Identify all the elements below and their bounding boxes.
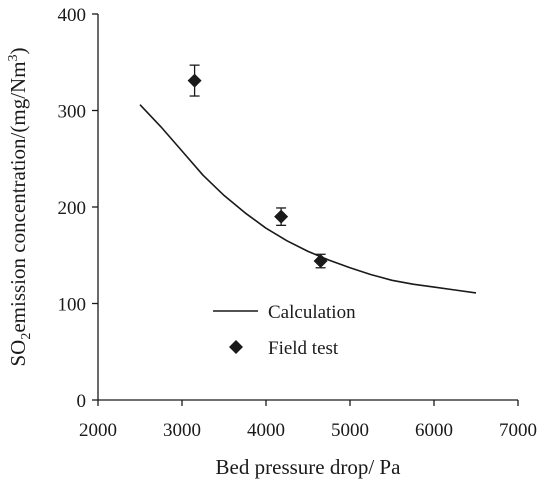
x-ticks: 2000 3000 4000 5000 6000 7000 (79, 400, 537, 441)
diamond-marker (313, 254, 328, 269)
x-tick-label: 4000 (247, 420, 285, 441)
y-axis-title: SO2emission concentration/(mg/Nm3) (6, 47, 34, 366)
x-tick-label: 6000 (415, 420, 453, 441)
series-layer (139, 64, 477, 294)
y-axis-title-suffix: ) (6, 47, 30, 54)
diamond-marker (187, 73, 202, 88)
y-tick-label: 100 (58, 295, 87, 316)
y-axis-title-superscript: 3 (6, 54, 21, 61)
x-tick-label: 7000 (499, 420, 537, 441)
x-axis-title: Bed pressure drop/ Pa (216, 455, 402, 479)
diamond-marker (274, 209, 289, 224)
calculation-line (139, 104, 477, 294)
legend-field-test-swatch (229, 340, 243, 354)
legend-calculation-label: Calculation (268, 302, 356, 323)
plot-area: 2000 3000 4000 5000 6000 7000 0 100 200 300 400 (58, 5, 538, 441)
field-test-point (313, 253, 328, 269)
y-tick-label: 0 (77, 391, 87, 412)
field-test-point (187, 64, 202, 97)
y-ticks: 0 100 200 300 400 (58, 5, 98, 412)
y-tick-label: 300 (58, 102, 87, 123)
x-tick-label: 2000 (79, 420, 117, 441)
y-axis-title-subscript: 2 (19, 333, 34, 340)
y-axis-title-middle: emission concentration/(mg/Nm (6, 61, 30, 332)
y-axis-title-prefix: SO (6, 340, 30, 367)
y-tick-label: 400 (58, 5, 87, 26)
x-tick-label: 3000 (163, 420, 201, 441)
legend-field-test-label: Field test (268, 338, 339, 359)
x-tick-label: 5000 (331, 420, 369, 441)
field-test-point (274, 207, 289, 226)
y-tick-label: 200 (58, 198, 87, 219)
legend: Calculation Field test (213, 302, 356, 359)
